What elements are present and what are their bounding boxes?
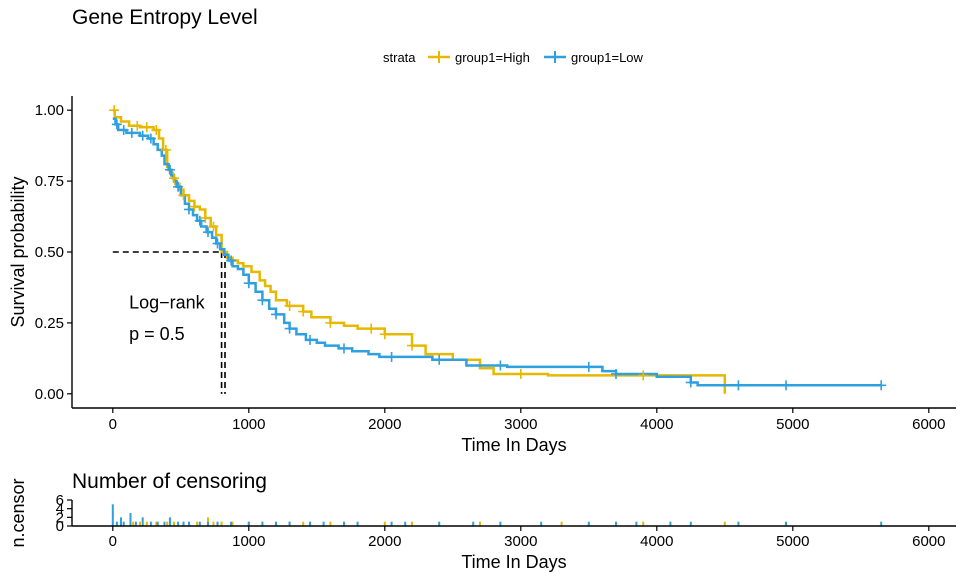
censor-y-tick-label: 6	[56, 492, 64, 509]
y-tick-label: 0.75	[35, 173, 64, 190]
censor-mark	[271, 309, 281, 320]
censor-x-tick-label: 6000	[912, 533, 945, 550]
main-y-axis-title: Survival probability	[8, 176, 28, 327]
y-tick-label: 0.25	[35, 315, 64, 332]
censor-mark	[339, 343, 349, 354]
x-tick-label: 2000	[368, 416, 401, 433]
x-tick-label: 3000	[504, 416, 537, 433]
censor-x-tick-label: 2000	[368, 533, 401, 550]
median-reference-lines	[112, 251, 226, 394]
censor-y-axis-title: n.censor	[8, 478, 28, 547]
x-tick-label: 5000	[776, 416, 809, 433]
legend-key-high	[428, 51, 450, 63]
censor-mark	[305, 334, 315, 345]
censor-mark	[118, 125, 129, 136]
censor-y-tick-label: 4	[56, 501, 64, 518]
censor-mark	[132, 120, 143, 131]
censor-mark	[298, 306, 309, 317]
main-chart-title: Gene Entropy Level	[72, 6, 258, 29]
censor-mark	[366, 323, 377, 334]
censor-mark	[200, 212, 211, 223]
y-tick-label: 0.50	[35, 244, 64, 261]
legend-label-low: group1=Low	[571, 50, 644, 65]
censor-mark	[141, 122, 152, 133]
censor-mark	[243, 278, 254, 289]
y-tick-label: 1.00	[35, 102, 64, 119]
censor-x-tick-label: 3000	[504, 533, 537, 550]
censor-mark	[583, 361, 594, 372]
censor-mark	[169, 173, 179, 184]
censor-mark	[151, 125, 162, 136]
censor-mark	[685, 377, 696, 388]
main-x-axis-title: Time In Days	[461, 435, 566, 455]
censor-x-tick-label: 4000	[640, 533, 673, 550]
censor-mark	[164, 164, 175, 175]
censor-mark	[257, 295, 268, 306]
censor-y-tick-label: 2	[56, 509, 64, 526]
main-axes: 0 1000 2000 3000 4000 5000 6000 0.00 0.25 0.50 0.7…	[35, 96, 956, 433]
censor-mark	[203, 227, 213, 238]
censor-mark	[515, 368, 526, 379]
censor-mark	[109, 105, 120, 116]
censor-mark	[611, 368, 621, 379]
censor-mark	[284, 323, 295, 334]
legend-label-high: group1=High	[455, 50, 530, 65]
censor-x-axis-title: Time In Days	[461, 552, 566, 572]
censor-mark	[495, 360, 506, 371]
logrank-label: Log−rank	[129, 293, 206, 313]
censor-marks	[109, 105, 887, 391]
censor-mark	[434, 354, 445, 365]
censor-x-tick-label: 1000	[232, 533, 265, 550]
censor-mark	[781, 380, 791, 391]
censor-mark	[733, 380, 744, 391]
pvalue-label: p = 0.5	[129, 324, 185, 344]
censor-chart-title: Number of censoring	[72, 470, 267, 493]
censor-mark	[284, 300, 295, 311]
censor-mark	[137, 130, 148, 141]
x-tick-label: 6000	[912, 416, 945, 433]
censor-mark	[194, 215, 205, 226]
censor-mark	[173, 181, 184, 192]
legend-key-low	[544, 51, 566, 63]
censor-bars	[111, 504, 883, 526]
censor-mark	[111, 119, 122, 130]
censor-mark	[638, 370, 649, 381]
censor-mark	[189, 201, 200, 212]
x-tick-label: 1000	[232, 416, 265, 433]
censor-mark	[183, 204, 194, 215]
x-tick-label: 0	[109, 416, 117, 433]
censor-mark	[386, 351, 397, 362]
censor-mark	[876, 380, 887, 391]
censor-mark	[208, 221, 219, 232]
censor-x-tick-label: 0	[109, 533, 117, 550]
censor-mark	[325, 317, 336, 328]
survival-plot: 0 1000 2000 3000 4000 5000 6000 0.00 0.25 0.50 0.7…	[35, 96, 956, 433]
censor-x-tick-label: 5000	[776, 533, 809, 550]
censor-mark	[226, 255, 237, 266]
x-tick-label: 4000	[640, 416, 673, 433]
censor-mark	[126, 127, 137, 138]
censor-mark	[212, 238, 223, 249]
censor-mark	[145, 133, 156, 144]
legend: strata group1=High group1=Low	[383, 50, 644, 65]
censor-mark	[178, 190, 189, 201]
y-tick-label: 0.00	[35, 386, 64, 403]
censor-y-tick-label: 0	[56, 518, 64, 535]
censor-mark	[407, 340, 417, 351]
legend-title: strata	[383, 50, 416, 65]
censor-mark	[379, 329, 390, 340]
censor-mark	[160, 144, 171, 155]
